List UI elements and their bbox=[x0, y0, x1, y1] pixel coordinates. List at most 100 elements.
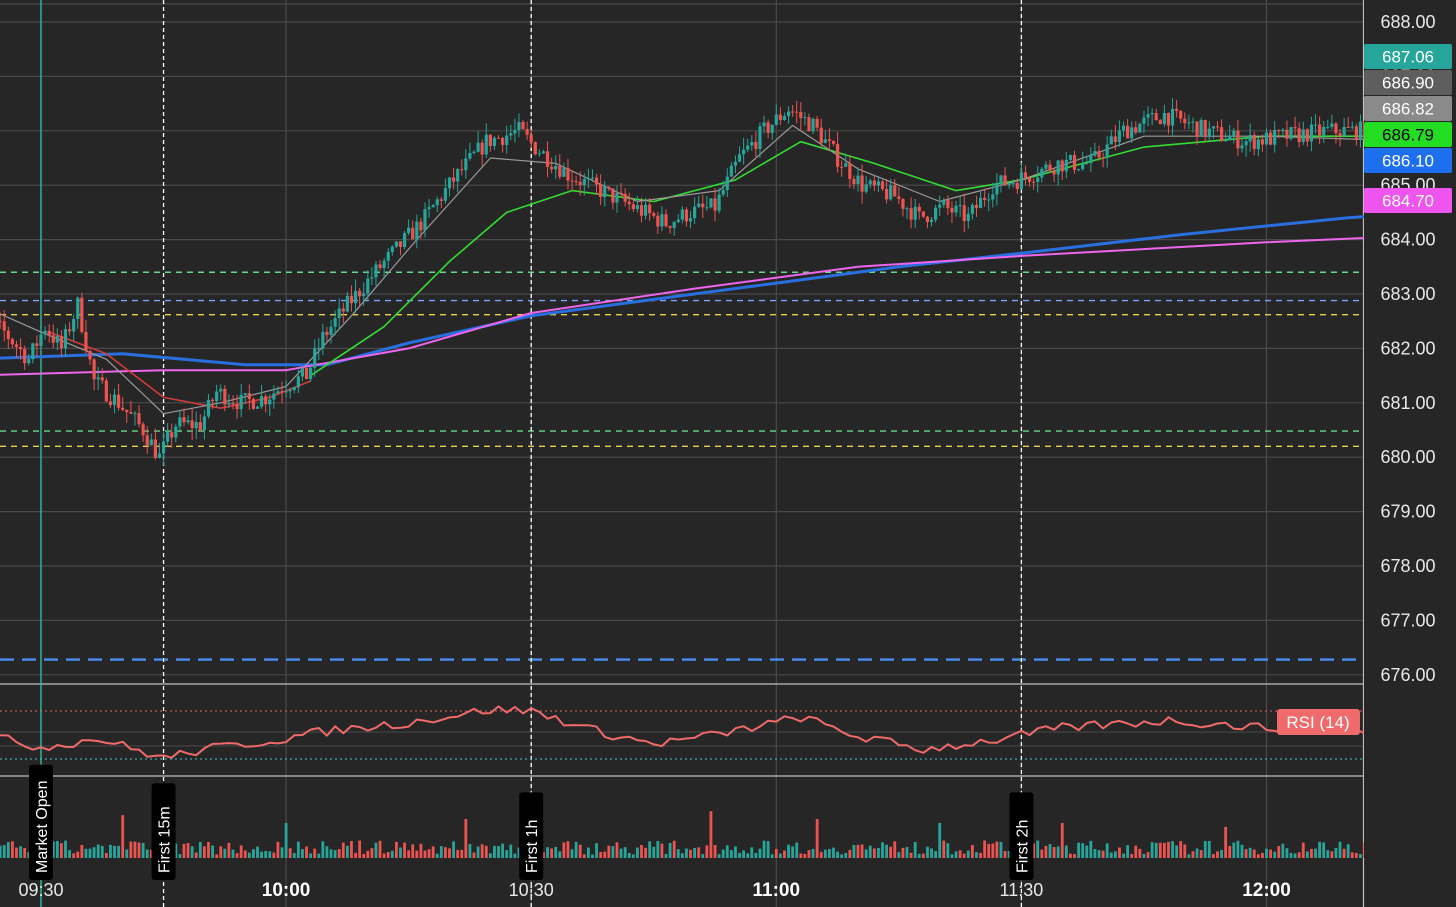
volume-bar[interactable] bbox=[84, 848, 88, 858]
volume-bar[interactable] bbox=[819, 851, 823, 858]
candle-body[interactable] bbox=[366, 278, 370, 294]
volume-bar[interactable] bbox=[345, 845, 349, 858]
candle-body[interactable] bbox=[550, 166, 554, 170]
candle-body[interactable] bbox=[407, 227, 411, 234]
volume-bar[interactable] bbox=[950, 854, 954, 858]
candle-body[interactable] bbox=[889, 185, 893, 200]
candle-body[interactable] bbox=[840, 166, 844, 168]
candle-body[interactable] bbox=[1048, 164, 1052, 171]
volume-bar[interactable] bbox=[905, 847, 909, 858]
volume-bar[interactable] bbox=[1265, 848, 1268, 858]
volume-bar[interactable] bbox=[207, 841, 210, 858]
candle-body[interactable] bbox=[1093, 151, 1097, 156]
volume-bar[interactable] bbox=[190, 846, 194, 858]
candle-body[interactable] bbox=[84, 331, 88, 351]
volume-bar[interactable] bbox=[1326, 850, 1330, 858]
volume-bar[interactable] bbox=[399, 847, 402, 858]
candle-body[interactable] bbox=[1113, 136, 1117, 142]
candle-body[interactable] bbox=[88, 350, 92, 360]
candle-body[interactable] bbox=[59, 336, 64, 349]
candle-body[interactable] bbox=[562, 168, 566, 177]
candle-body[interactable] bbox=[145, 435, 149, 446]
candle-body[interactable] bbox=[852, 178, 856, 184]
volume-bar[interactable] bbox=[80, 844, 84, 858]
volume-bar[interactable] bbox=[1118, 847, 1121, 858]
candle-body[interactable] bbox=[799, 112, 803, 118]
candle-body[interactable] bbox=[1338, 133, 1342, 137]
candle-body[interactable] bbox=[125, 409, 129, 413]
candle-body[interactable] bbox=[1195, 121, 1199, 137]
candle-body[interactable] bbox=[337, 308, 341, 319]
volume-bar[interactable] bbox=[354, 852, 357, 858]
candle-body[interactable] bbox=[750, 141, 754, 146]
candle-body[interactable] bbox=[288, 390, 292, 392]
volume-bar[interactable] bbox=[182, 843, 186, 858]
volume-bar[interactable] bbox=[709, 811, 713, 858]
volume-bar[interactable] bbox=[836, 851, 839, 858]
volume-bar[interactable] bbox=[615, 842, 619, 858]
volume-bar[interactable] bbox=[554, 846, 558, 858]
volume-bar[interactable] bbox=[292, 853, 296, 858]
volume-bar[interactable] bbox=[738, 852, 741, 858]
volume-bar[interactable] bbox=[586, 847, 590, 858]
volume-bar[interactable] bbox=[464, 819, 468, 858]
candle-body[interactable] bbox=[672, 222, 676, 229]
volume-bar[interactable] bbox=[1277, 846, 1281, 858]
candle-body[interactable] bbox=[231, 403, 235, 405]
candle-body[interactable] bbox=[554, 165, 558, 170]
volume-bar[interactable] bbox=[1003, 850, 1007, 858]
candle-body[interactable] bbox=[1019, 172, 1023, 190]
candle-body[interactable] bbox=[574, 181, 578, 183]
candle-body[interactable] bbox=[509, 133, 513, 136]
candle-body[interactable] bbox=[987, 199, 991, 201]
volume-bar[interactable] bbox=[970, 845, 974, 858]
candle-body[interactable] bbox=[533, 142, 537, 155]
volume-bar[interactable] bbox=[280, 847, 284, 858]
candle-body[interactable] bbox=[27, 359, 31, 364]
candle-body[interactable] bbox=[227, 403, 231, 405]
candle-body[interactable] bbox=[795, 111, 799, 113]
candle-body[interactable] bbox=[770, 124, 774, 133]
candle-body[interactable] bbox=[321, 331, 325, 349]
volume-bar[interactable] bbox=[1293, 853, 1297, 858]
candle-body[interactable] bbox=[186, 420, 190, 423]
candle-body[interactable] bbox=[1142, 117, 1146, 124]
volume-bar[interactable] bbox=[791, 846, 795, 858]
volume-bar[interactable] bbox=[668, 843, 672, 858]
candle-body[interactable] bbox=[161, 441, 166, 454]
volume-bar[interactable] bbox=[1179, 841, 1183, 858]
candle-body[interactable] bbox=[934, 207, 938, 220]
volume-bar[interactable] bbox=[893, 841, 897, 858]
candle-body[interactable] bbox=[897, 196, 901, 199]
volume-bar[interactable] bbox=[856, 844, 860, 858]
volume-bar[interactable] bbox=[664, 853, 668, 858]
candle-body[interactable] bbox=[390, 246, 394, 252]
candle-body[interactable] bbox=[742, 149, 746, 155]
volume-bar[interactable] bbox=[995, 841, 999, 858]
candle-body[interactable] bbox=[1015, 183, 1019, 190]
volume-bar[interactable] bbox=[1138, 848, 1142, 858]
candle-body[interactable] bbox=[386, 251, 390, 261]
volume-bar[interactable] bbox=[1338, 841, 1342, 858]
candle-body[interactable] bbox=[1289, 127, 1293, 139]
volume-bar[interactable] bbox=[1281, 843, 1285, 858]
volume-bar[interactable] bbox=[582, 854, 586, 858]
candle-body[interactable] bbox=[402, 233, 407, 247]
volume-bar[interactable] bbox=[636, 847, 639, 858]
candle-body[interactable] bbox=[247, 393, 251, 400]
volume-bar[interactable] bbox=[787, 844, 790, 858]
candle-body[interactable] bbox=[1138, 123, 1142, 133]
volume-bar[interactable] bbox=[917, 853, 921, 858]
candle-body[interactable] bbox=[182, 417, 186, 423]
volume-bar[interactable] bbox=[631, 854, 635, 858]
candle-body[interactable] bbox=[811, 118, 815, 132]
candle-body[interactable] bbox=[10, 339, 15, 345]
volume-bar[interactable] bbox=[448, 848, 451, 858]
volume-bar[interactable] bbox=[783, 850, 786, 858]
candle-body[interactable] bbox=[423, 209, 427, 231]
candle-body[interactable] bbox=[1305, 129, 1309, 142]
volume-bar[interactable] bbox=[374, 842, 378, 858]
candle-body[interactable] bbox=[1170, 108, 1175, 126]
candle-body[interactable] bbox=[6, 330, 10, 340]
volume-bar[interactable] bbox=[868, 845, 872, 858]
